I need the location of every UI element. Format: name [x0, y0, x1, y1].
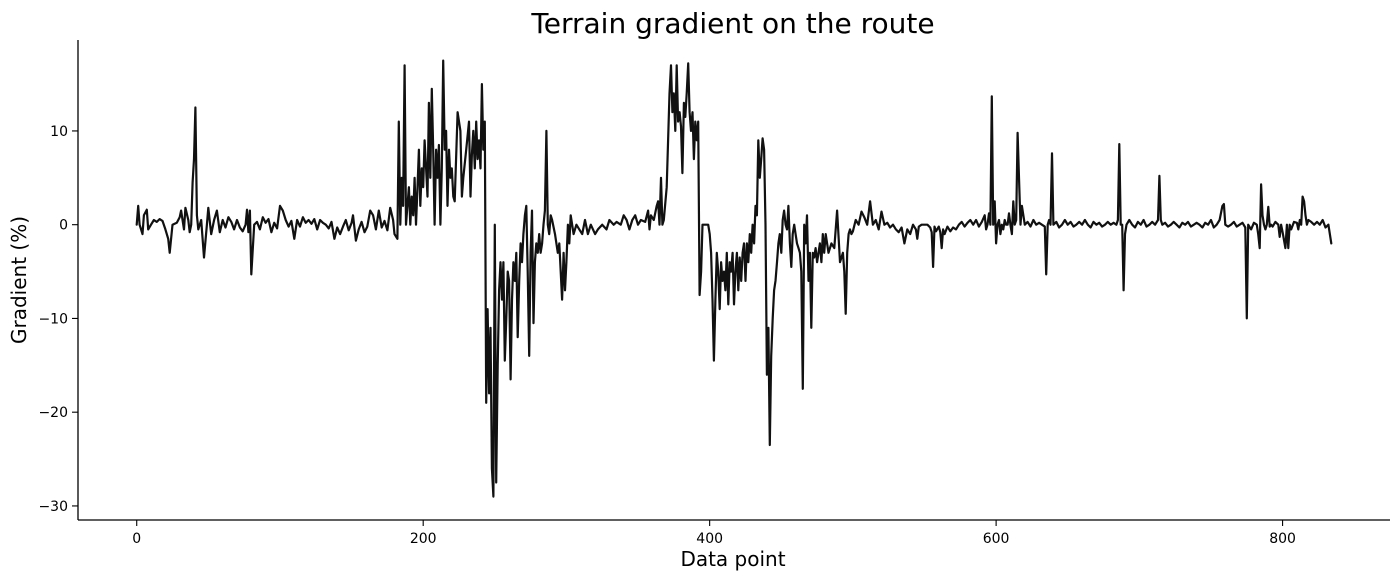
- x-axis-label: Data point: [680, 547, 785, 571]
- y-axis-ticks: 10 0 −10 −20 −30: [38, 124, 78, 515]
- x-axis-ticks: 0 200 400 600 800: [132, 520, 1296, 547]
- y-tick-label: 0: [59, 218, 68, 234]
- y-axis-label: Gradient (%): [7, 216, 31, 344]
- chart-title: Terrain gradient on the route: [530, 7, 934, 40]
- x-tick-label: 600: [983, 531, 1010, 547]
- x-tick-label: 800: [1269, 531, 1296, 547]
- x-tick-label: 400: [696, 531, 723, 547]
- y-tick-label: −30: [38, 499, 68, 515]
- y-tick-label: −10: [38, 311, 68, 327]
- y-tick-label: 10: [50, 124, 68, 140]
- y-tick-label: −20: [38, 405, 68, 421]
- x-tick-label: 0: [132, 531, 141, 547]
- x-tick-label: 200: [410, 531, 437, 547]
- gradient-series-line: [137, 61, 1332, 497]
